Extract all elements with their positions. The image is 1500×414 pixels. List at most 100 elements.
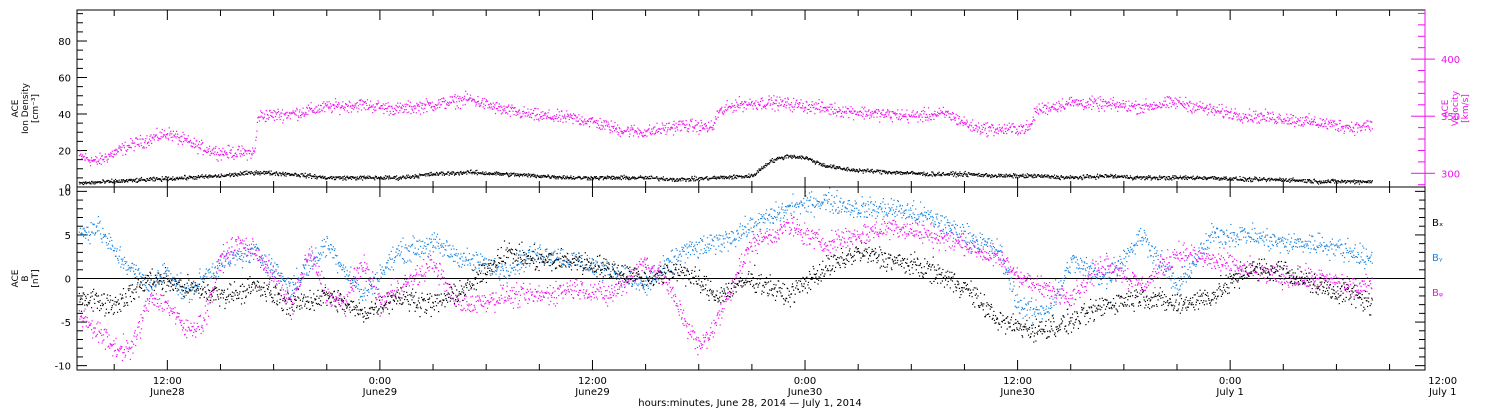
velocity-series-point (1334, 121, 1335, 122)
velocity-series-point (1132, 103, 1133, 104)
density-series-point (959, 171, 960, 172)
velocity-series-point (1164, 97, 1165, 98)
velocity-series-point (1283, 119, 1284, 120)
velocity-series-point (1209, 108, 1210, 109)
velocity-series-point (145, 140, 146, 141)
velocity-series-point (601, 122, 602, 123)
velocity-series-point (896, 113, 897, 114)
velocity-series-point (865, 116, 866, 117)
velocity-series-point (358, 108, 359, 109)
density-series-point (941, 175, 942, 176)
velocity-series-point (585, 121, 586, 122)
velocity-series-point (871, 115, 872, 116)
velocity-series-point (1335, 123, 1336, 124)
velocity-series-point (501, 113, 502, 114)
velocity-series-point (537, 108, 538, 109)
velocity-series-point (1107, 106, 1108, 107)
velocity-series-point (1117, 102, 1118, 103)
velocity-series-point (803, 111, 804, 112)
velocity-series-point (1352, 131, 1353, 132)
velocity-series-point (736, 110, 737, 111)
velocity-series-point (1196, 105, 1197, 106)
velocity-series-point (80, 154, 81, 155)
density-series-point (925, 173, 926, 174)
density-series-point (384, 179, 385, 180)
velocity-series-point (810, 107, 811, 108)
velocity-series-point (210, 155, 211, 156)
velocity-series-point (286, 118, 287, 119)
density-series-point (525, 175, 526, 176)
velocity-series-point (559, 111, 560, 112)
velocity-series-point (1193, 103, 1194, 104)
velocity-series-point (1082, 105, 1083, 106)
velocity-series-point (661, 128, 662, 129)
velocity-series-point (246, 153, 247, 154)
velocity-series-point (127, 145, 128, 146)
velocity-series-point (114, 150, 115, 151)
density-series-point (938, 173, 939, 174)
velocity-series-point (188, 135, 189, 136)
density-series-point (640, 175, 641, 176)
velocity-series-point (939, 108, 940, 109)
velocity-series-point (773, 95, 774, 96)
velocity-series-point (1086, 105, 1087, 106)
density-series-point (820, 163, 821, 164)
density-series-point (1057, 178, 1058, 179)
velocity-series-point (433, 106, 434, 107)
velocity-series-point (649, 125, 650, 126)
density-series-point (315, 178, 316, 179)
velocity-series-point (278, 109, 279, 110)
velocity-series-point (382, 105, 383, 106)
velocity-series-point (1068, 102, 1069, 103)
velocity-series-point (978, 122, 979, 123)
velocity-series-point (883, 110, 884, 111)
density-series-point (1323, 180, 1324, 181)
velocity-series-point (1032, 123, 1033, 124)
velocity-series-point (734, 105, 735, 106)
velocity-series-point (448, 103, 449, 104)
velocity-series-point (1098, 108, 1099, 109)
velocity-series-point (1361, 130, 1362, 131)
velocity-series-point (1047, 106, 1048, 107)
density-series-point (1345, 180, 1346, 181)
density-series-point (124, 182, 125, 183)
density-series-point (966, 176, 967, 177)
velocity-series-point (266, 118, 267, 119)
density-series-point (1125, 176, 1126, 177)
velocity-series-point (672, 124, 673, 125)
velocity-series-point (1004, 124, 1005, 125)
density-series-point (109, 182, 110, 183)
density-series-point (726, 176, 727, 177)
velocity-series-point (607, 124, 608, 125)
density-series-point (322, 176, 323, 177)
density-series-point (1202, 177, 1203, 178)
velocity-series-point (696, 124, 697, 125)
velocity-series-point (994, 132, 995, 133)
density-series-point (1311, 181, 1312, 182)
velocity-series-point (565, 117, 566, 118)
velocity-series-point (769, 95, 770, 96)
density-series-point (418, 177, 419, 178)
velocity-series-point (216, 154, 217, 155)
density-series-point (937, 174, 938, 175)
velocity-series-point (965, 124, 966, 125)
density-series-point (957, 174, 958, 175)
velocity-series-point (861, 112, 862, 113)
density-series-point (1187, 179, 1188, 180)
velocity-series-point (987, 122, 988, 123)
density-series-point (251, 171, 252, 172)
velocity-series-point (792, 111, 793, 112)
velocity-series-point (342, 106, 343, 107)
velocity-series-point (399, 110, 400, 111)
density-series-point (1267, 179, 1268, 180)
density-series-point (732, 176, 733, 177)
velocity-series-point (322, 110, 323, 111)
density-series-point (482, 171, 483, 172)
velocity-series-point (261, 116, 262, 117)
velocity-series-point (1351, 122, 1352, 123)
velocity-series-point (675, 131, 676, 132)
velocity-series-point (933, 119, 934, 120)
velocity-series-point (1203, 110, 1204, 111)
velocity-series-point (386, 108, 387, 109)
velocity-series-point (90, 165, 91, 166)
